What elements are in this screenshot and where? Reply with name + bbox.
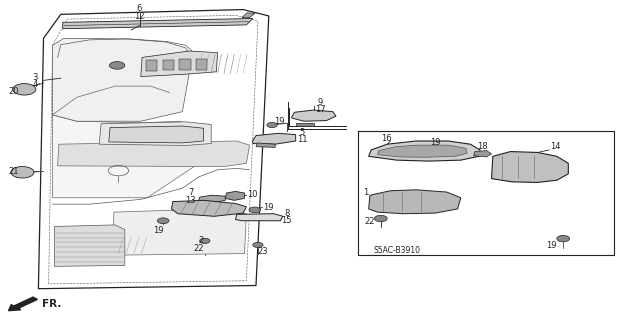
Polygon shape bbox=[179, 59, 191, 70]
Polygon shape bbox=[378, 145, 467, 157]
Polygon shape bbox=[296, 123, 314, 126]
Polygon shape bbox=[58, 141, 250, 167]
Text: 3: 3 bbox=[33, 73, 38, 82]
Polygon shape bbox=[163, 60, 174, 70]
Text: 20: 20 bbox=[9, 87, 19, 96]
FancyArrow shape bbox=[8, 297, 37, 311]
Polygon shape bbox=[369, 141, 480, 161]
Text: 18: 18 bbox=[477, 142, 488, 151]
Text: 4: 4 bbox=[33, 80, 38, 89]
Text: 16: 16 bbox=[381, 134, 392, 143]
Text: 15: 15 bbox=[282, 216, 292, 225]
Text: 19: 19 bbox=[430, 138, 440, 147]
Circle shape bbox=[13, 84, 36, 95]
Polygon shape bbox=[109, 126, 204, 143]
Text: 17: 17 bbox=[315, 105, 325, 114]
Circle shape bbox=[253, 242, 263, 248]
Circle shape bbox=[249, 207, 260, 213]
Polygon shape bbox=[369, 190, 461, 214]
Text: 13: 13 bbox=[186, 196, 196, 204]
Text: 22: 22 bbox=[193, 244, 204, 253]
Text: 2: 2 bbox=[198, 236, 204, 245]
Polygon shape bbox=[256, 143, 275, 147]
Polygon shape bbox=[474, 151, 492, 157]
Text: S5AC-B3910: S5AC-B3910 bbox=[373, 246, 420, 255]
Text: 19: 19 bbox=[547, 241, 557, 250]
Polygon shape bbox=[242, 13, 255, 18]
Circle shape bbox=[267, 122, 277, 128]
Text: 6: 6 bbox=[137, 4, 142, 13]
Polygon shape bbox=[292, 110, 336, 121]
Text: 1: 1 bbox=[364, 189, 369, 197]
Polygon shape bbox=[253, 133, 296, 144]
Polygon shape bbox=[52, 38, 192, 121]
Text: 19: 19 bbox=[274, 117, 284, 126]
Text: 21: 21 bbox=[9, 167, 19, 176]
Polygon shape bbox=[198, 195, 225, 203]
Polygon shape bbox=[146, 60, 157, 71]
Text: 8: 8 bbox=[284, 209, 289, 218]
Text: 19: 19 bbox=[264, 204, 274, 212]
Circle shape bbox=[157, 218, 169, 224]
Text: 22: 22 bbox=[364, 217, 374, 226]
Text: 9: 9 bbox=[317, 98, 323, 107]
Polygon shape bbox=[492, 152, 568, 182]
Text: 14: 14 bbox=[550, 142, 561, 151]
Circle shape bbox=[200, 238, 210, 243]
Polygon shape bbox=[99, 122, 211, 145]
Text: 5: 5 bbox=[300, 128, 305, 137]
Polygon shape bbox=[52, 115, 195, 198]
Polygon shape bbox=[63, 19, 253, 29]
Text: FR.: FR. bbox=[42, 299, 61, 309]
Polygon shape bbox=[112, 209, 246, 255]
Text: 23: 23 bbox=[257, 247, 268, 256]
Circle shape bbox=[11, 167, 34, 178]
Text: 19: 19 bbox=[154, 226, 164, 235]
Polygon shape bbox=[54, 225, 125, 266]
Polygon shape bbox=[141, 51, 218, 77]
Polygon shape bbox=[236, 214, 283, 221]
Polygon shape bbox=[196, 59, 207, 70]
Polygon shape bbox=[172, 200, 246, 216]
Text: 10: 10 bbox=[248, 190, 258, 199]
Circle shape bbox=[109, 62, 125, 69]
Text: 11: 11 bbox=[297, 135, 307, 144]
Circle shape bbox=[374, 215, 387, 222]
Circle shape bbox=[557, 235, 570, 242]
Text: 7: 7 bbox=[188, 189, 193, 197]
Polygon shape bbox=[225, 191, 244, 200]
Text: 12: 12 bbox=[134, 12, 145, 21]
